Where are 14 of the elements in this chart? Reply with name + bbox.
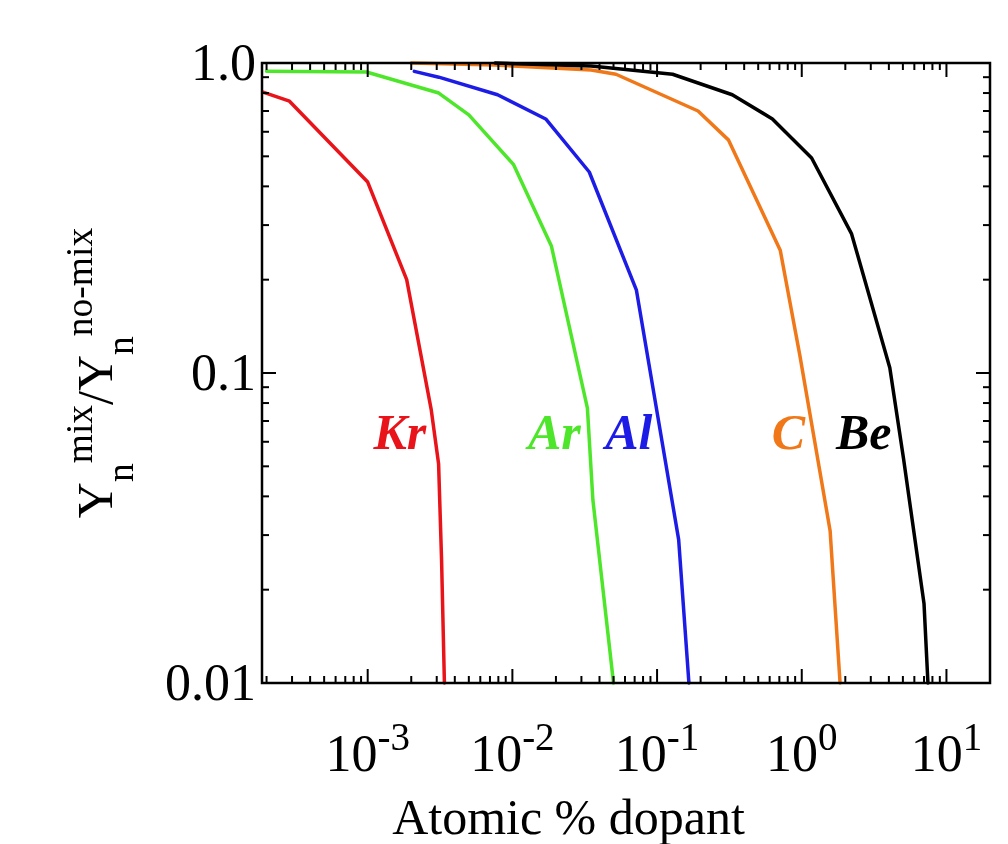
x-tick-label: 10$^{-2}$ <box>470 714 555 782</box>
legend-label: Be <box>834 404 892 461</box>
x-tick-label: 10$^{-1}$ <box>614 714 700 782</box>
y-tick-label: 0.01 <box>165 654 256 711</box>
series-label: Al <box>602 404 653 461</box>
series-label: Ar <box>525 404 582 461</box>
series-label: Kr <box>372 404 427 461</box>
y-tick-label: 0.1 <box>191 344 256 401</box>
x-tick-label: 10$^{0}$ <box>766 714 838 782</box>
x-tick-label: 10$^{1}$ <box>910 714 983 782</box>
x-axis-title: Atomic % dopant <box>392 789 745 844</box>
series-label: C <box>771 404 806 461</box>
x-tick-label: 10$^{-3}$ <box>325 714 410 782</box>
y-tick-label: 1.0 <box>191 34 256 91</box>
